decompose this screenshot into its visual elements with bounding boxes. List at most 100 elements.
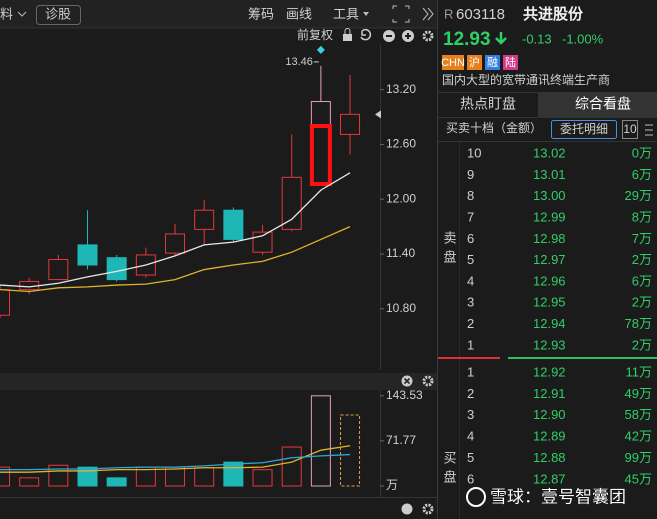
price: 12.88	[533, 450, 566, 465]
level: 4	[467, 273, 474, 288]
settings-icon[interactable]	[422, 503, 434, 515]
max-marker	[316, 45, 325, 54]
highlight-box	[309, 124, 332, 186]
orderbook-title[interactable]: 买卖十档（金额）	[446, 120, 542, 135]
menu-icon[interactable]	[645, 124, 653, 136]
collapse-icon[interactable]	[422, 7, 434, 21]
adjust-mode[interactable]: 前复权	[297, 27, 333, 42]
level: 5	[467, 252, 474, 267]
lock-icon	[344, 28, 351, 34]
y-tick-label: 12.00	[386, 191, 416, 205]
toolbar-item[interactable]: 筹码	[248, 6, 274, 21]
tag: 沪	[469, 55, 480, 69]
active-tab	[538, 93, 657, 117]
volume: 11万	[626, 364, 653, 379]
price: 12.99	[533, 209, 566, 224]
button[interactable]	[36, 5, 81, 25]
level: 7	[467, 209, 474, 224]
level: 10	[467, 145, 481, 160]
tag-bg	[485, 55, 500, 70]
volume-bar	[77, 466, 98, 487]
price: 12.97	[533, 252, 566, 267]
button[interactable]	[551, 120, 617, 139]
max-label: 13.46	[285, 56, 313, 68]
candle-body	[165, 233, 186, 254]
toolbar-item[interactable]: 料	[0, 6, 13, 21]
ma-line	[0, 445, 351, 473]
y-tick-label: 12.60	[386, 137, 416, 151]
toolbar	[0, 0, 437, 28]
tag: 融	[487, 56, 498, 69]
button[interactable]	[622, 120, 638, 139]
level: 1	[467, 364, 474, 379]
price: 13.02	[533, 145, 566, 160]
depth-button[interactable]: 10	[623, 122, 637, 136]
candle-body	[281, 176, 302, 230]
y-tick-label: 10.80	[386, 301, 416, 315]
tag-bg	[467, 55, 482, 70]
ma-line	[0, 453, 351, 471]
volume: 2万	[632, 337, 652, 352]
y-tick-label: 71.77	[386, 433, 416, 447]
ma-line	[0, 172, 351, 288]
volume-bar	[223, 461, 244, 487]
y-tick-label: 13.20	[386, 82, 416, 96]
candle-body	[77, 244, 98, 266]
volume-bar	[0, 466, 10, 487]
volume: 6万	[632, 167, 652, 182]
level: 8	[467, 188, 474, 203]
lock-icon[interactable]	[343, 34, 352, 41]
y-tick-label: 万	[386, 478, 398, 492]
volume: 0万	[632, 145, 652, 160]
settings-icon[interactable]	[422, 30, 434, 42]
detail-button[interactable]: 委托明细	[560, 122, 608, 136]
fullscreen-icon[interactable]	[392, 5, 410, 23]
reset-icon[interactable]	[360, 28, 372, 41]
market-prefix: R	[444, 6, 453, 21]
volume-bar	[310, 395, 331, 487]
volume-bar	[48, 464, 69, 487]
price-change-pct: -1.00%	[562, 31, 604, 46]
level: 4	[467, 429, 474, 444]
level: 1	[467, 337, 474, 352]
price: 12.91	[533, 386, 566, 401]
level: 3	[467, 407, 474, 422]
volume: 2万	[632, 252, 652, 267]
candle-body	[310, 101, 331, 186]
tag-bg	[442, 55, 464, 70]
price-pointer	[375, 110, 381, 119]
tag: CHN	[441, 57, 465, 69]
settings-icon[interactable]	[422, 375, 434, 387]
candle-body	[0, 289, 10, 316]
toolbar-button[interactable]: 诊股	[45, 6, 71, 21]
close-icon[interactable]	[401, 503, 413, 515]
last-price: 12.93	[443, 29, 491, 50]
pane-header	[0, 373, 437, 390]
price: 12.93	[533, 337, 566, 352]
price: 13.01	[533, 167, 566, 182]
tab[interactable]: 综合看盘	[575, 96, 631, 112]
volume-bar	[19, 477, 40, 487]
tab[interactable]: 热点盯盘	[460, 96, 516, 112]
volume: 78万	[625, 316, 652, 331]
company-description: 国内大型的宽带通讯终端生产商	[442, 72, 610, 87]
volume-bar	[252, 469, 273, 487]
level: 3	[467, 295, 474, 310]
price: 12.96	[533, 273, 566, 288]
volume: 58万	[625, 407, 652, 422]
price-change: -0.13	[522, 31, 552, 46]
dropdown-icon	[17, 11, 27, 17]
level: 5	[467, 450, 474, 465]
candle-body	[194, 209, 215, 230]
price: 12.98	[533, 231, 566, 246]
toolbar-item[interactable]: 工具	[333, 6, 359, 21]
y-tick-label: 11.40	[386, 246, 415, 260]
down-arrow	[495, 32, 507, 45]
close-icon	[403, 377, 411, 385]
stock-name: 共进股份	[523, 5, 584, 23]
toolbar-item[interactable]: 画线	[286, 6, 312, 21]
price: 13.00	[533, 188, 566, 203]
volume: 45万	[625, 471, 652, 486]
volume: 49万	[625, 386, 652, 401]
